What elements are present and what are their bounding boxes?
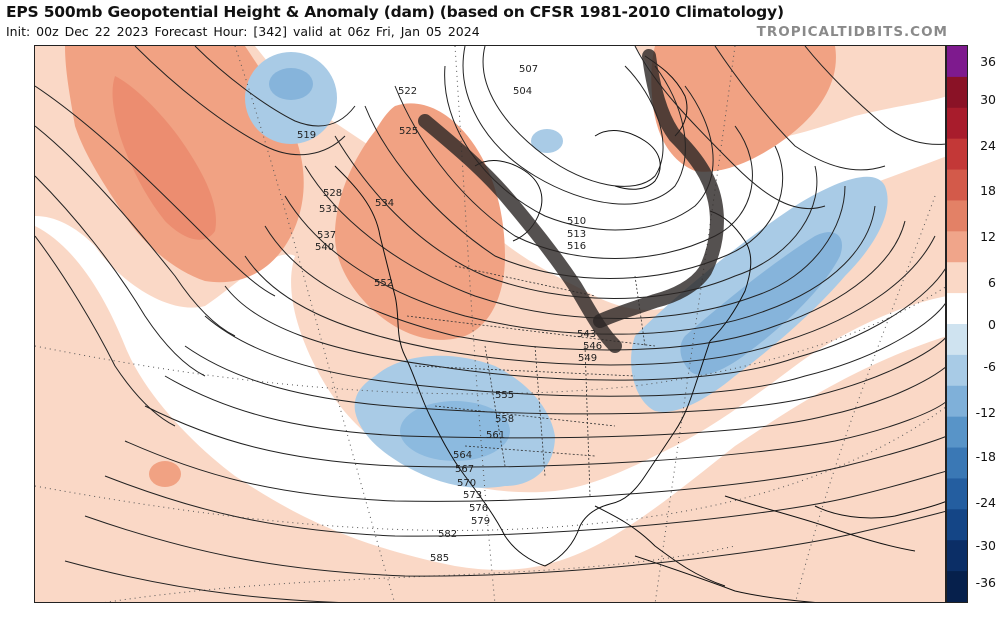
- height-label: 510: [567, 216, 586, 227]
- height-label: 582: [438, 529, 457, 540]
- colorbar-tick: 12: [980, 229, 996, 244]
- negative-anomaly-southwest-core: [400, 401, 510, 461]
- colorbar-swatch: [947, 293, 967, 325]
- height-label: 555: [495, 390, 514, 401]
- height-label: 522: [398, 86, 417, 97]
- colorbar-swatch: [947, 231, 967, 263]
- colorbar-tick: 30: [980, 92, 996, 107]
- height-label: 570: [457, 478, 476, 489]
- chart-title: EPS 500mb Geopotential Height & Anomaly …: [6, 3, 784, 21]
- height-label: 528: [323, 188, 342, 199]
- colorbar-swatch: [947, 509, 967, 541]
- colorbar-tick: -30: [975, 538, 996, 553]
- height-label: 558: [495, 414, 514, 425]
- forecast-hour: Forecast Hour: [342]: [154, 24, 288, 39]
- height-label: 579: [471, 516, 490, 527]
- colorbar-swatch: [947, 324, 967, 356]
- height-label: 516: [567, 241, 586, 252]
- height-label: 567: [455, 464, 474, 475]
- height-label: 513: [567, 229, 586, 240]
- colorbar-swatch: [947, 447, 967, 479]
- colorbar-tick: -24: [975, 495, 996, 510]
- height-label: 564: [453, 450, 472, 461]
- colorbar-tick: -36: [975, 575, 996, 590]
- height-label: 543: [577, 329, 596, 340]
- height-label: 507: [519, 64, 538, 75]
- trough-axis-west: [418, 114, 622, 353]
- colorbar-swatch: [947, 385, 967, 418]
- colorbar-swatch: [947, 169, 967, 201]
- height-label: 573: [463, 490, 482, 501]
- height-label: 534: [375, 198, 394, 209]
- colorbar-swatch: [947, 478, 967, 510]
- negative-anomaly-atlantic-core: [680, 232, 843, 375]
- colorbar-tick: -18: [975, 449, 996, 464]
- height-label: 546: [583, 341, 602, 352]
- political-borders: [406, 265, 656, 497]
- height-label: 537: [317, 230, 336, 241]
- colorbar-swatches: [947, 46, 967, 603]
- height-label: 585: [430, 553, 449, 564]
- height-label: 519: [297, 130, 316, 141]
- positive-anomaly-greenland: [651, 46, 836, 172]
- height-label: 552: [374, 278, 393, 289]
- anomaly-colorbar: [946, 45, 968, 603]
- height-label: 549: [578, 353, 597, 364]
- trough-axis-east: [593, 49, 724, 328]
- valid-time: valid at 06z Fri, Jan 05 2024: [293, 24, 480, 39]
- height-label: 561: [486, 430, 505, 441]
- colorbar-swatch: [947, 354, 967, 387]
- colorbar-tick: -6: [983, 359, 996, 374]
- height-label: 576: [469, 503, 488, 514]
- colorbar-swatch: [947, 46, 967, 78]
- height-label: 525: [399, 126, 418, 137]
- colorbar-swatch: [947, 416, 967, 449]
- chart-subtitle: Init: 00z Dec 22 2023 Forecast Hour: [34…: [6, 24, 480, 39]
- site-watermark: TROPICALTIDBITS.COM: [756, 24, 948, 40]
- colorbar-labels: 36 30 24 18 12 6 0 -6 -12 -18 -24 -30 -3…: [972, 45, 1000, 603]
- colorbar-tick: 0: [988, 317, 996, 332]
- colorbar-swatch: [947, 200, 967, 232]
- colorbar-swatch: [947, 540, 967, 572]
- height-label: 531: [319, 204, 338, 215]
- coastlines: [334, 55, 945, 602]
- height-label: 540: [315, 242, 334, 253]
- height-labels: 507 504 510 513 516 519 522 525 528 531 …: [297, 64, 602, 564]
- colorbar-swatch: [947, 262, 967, 294]
- colorbar-tick: 6: [988, 275, 996, 290]
- positive-anomaly-small: [149, 461, 181, 487]
- negative-anomaly-small: [531, 129, 563, 153]
- negative-anomaly-alaska-core: [269, 68, 313, 100]
- colorbar-swatch: [947, 76, 967, 109]
- init-time: Init: 00z Dec 22 2023: [6, 24, 149, 39]
- colorbar-tick: -12: [975, 405, 996, 420]
- colorbar-swatch: [947, 571, 967, 603]
- strong-positive-pacific: [112, 76, 216, 240]
- colorbar-tick: 36: [980, 54, 996, 69]
- height-label: 504: [513, 86, 532, 97]
- colorbar-tick: 24: [980, 138, 996, 153]
- anomaly-map: 507 504 510 513 516 519 522 525 528 531 …: [34, 45, 946, 603]
- neutral-band-west: [35, 216, 945, 570]
- colorbar-swatch: [947, 138, 967, 171]
- colorbar-tick: 18: [980, 183, 996, 198]
- colorbar-swatch: [947, 107, 967, 140]
